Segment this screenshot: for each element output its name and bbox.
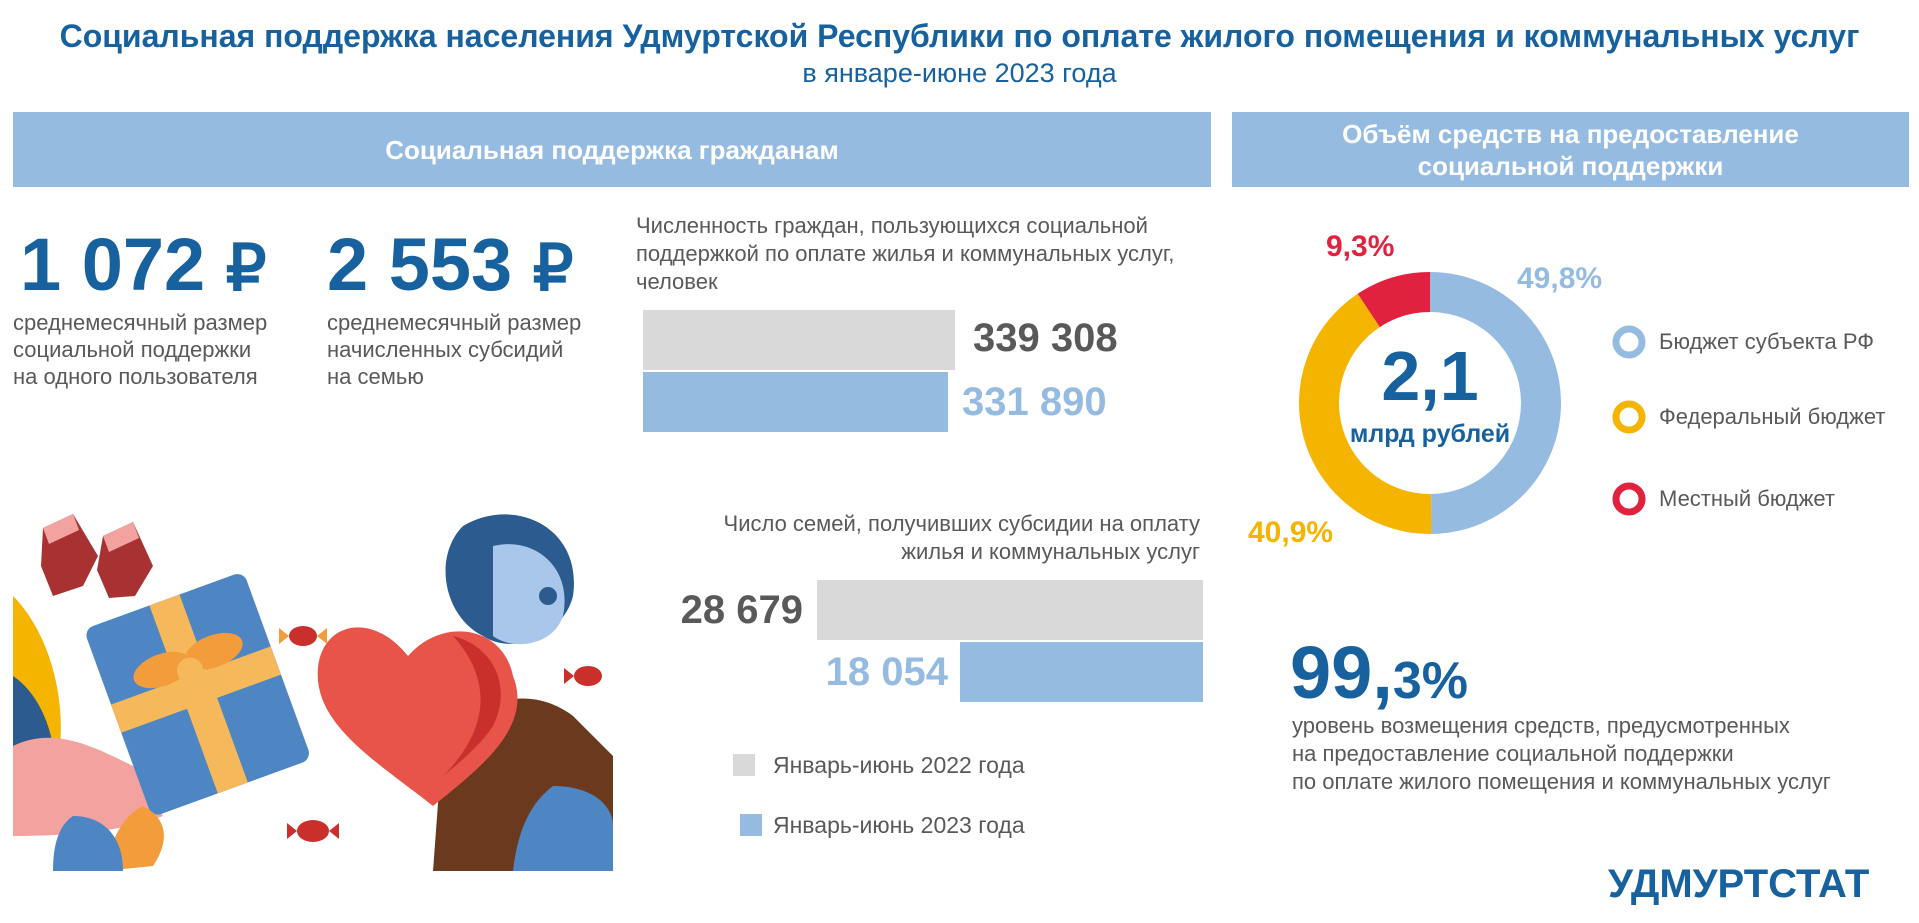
slice-label-regional: 49,8% <box>1517 262 1603 295</box>
stat-avg-support-desc: среднемесячный размер социальной поддерж… <box>13 310 268 389</box>
donut-slice-local <box>1357 272 1430 328</box>
candy-2 <box>564 666 602 686</box>
legend-label-2023: Январь-июнь 2023 года <box>773 812 1025 838</box>
reimbursement-value: 99,3% <box>1290 631 1469 714</box>
leaf-blue-left <box>53 816 123 871</box>
legend-ring-federal <box>1612 400 1646 434</box>
teapot-light <box>493 544 565 645</box>
families-chart-title: Число семей, получивших субсидии на опла… <box>723 511 1200 564</box>
stat-avg-support-value: 1 072 ₽ <box>20 222 266 307</box>
families-bar-2023 <box>960 642 1203 702</box>
funds-donut-chart <box>1299 272 1561 534</box>
teapot-dot <box>539 587 557 605</box>
legend-label-federal: Федеральный бюджет <box>1659 404 1886 429</box>
stat-avg-subsidy-value: 2 553 ₽ <box>327 222 573 307</box>
ruble-icon: ₽ <box>532 232 574 304</box>
legend-swatch-2022 <box>733 754 755 776</box>
mitten-left-cuff <box>43 514 79 544</box>
legend-ring-local <box>1612 482 1646 516</box>
hand-left <box>13 737 163 836</box>
gift-box <box>86 574 309 815</box>
candy-3 <box>287 820 339 842</box>
citizens-bar-2022 <box>643 310 955 370</box>
stat-avg-subsidy-number: 2 553 <box>327 223 513 306</box>
donut-slice-federal <box>1299 293 1432 534</box>
citizens-value-2022: 339 308 <box>973 316 1118 360</box>
gift-illustration <box>13 486 613 871</box>
donut-center-value: 2,1 <box>1381 337 1479 415</box>
page-subtitle: в январе-июне 2023 года <box>802 58 1117 88</box>
families-value-2023: 18 054 <box>825 650 948 694</box>
heart-shade <box>443 636 501 776</box>
families-value-2022: 28 679 <box>680 588 803 632</box>
citizens-chart-title: Численность граждан, пользующихся социал… <box>636 213 1175 294</box>
brand-logo: УДМУРТСТАТ <box>1608 862 1870 906</box>
section-header-funds: Объём средств на предоставление социальн… <box>1232 112 1909 187</box>
stat-avg-subsidy-desc: среднемесячный размер начисленных субсид… <box>327 310 582 389</box>
leaf-blue-right <box>513 786 613 871</box>
donut-slice-regional <box>1430 272 1561 534</box>
stat-avg-support-number: 1 072 <box>20 223 206 306</box>
legend-ring-regional <box>1612 325 1646 359</box>
families-bar-2022 <box>817 580 1203 640</box>
reimbursement-desc: уровень возмещения средств, предусмотрен… <box>1292 713 1831 794</box>
slice-label-local: 9,3% <box>1326 230 1395 263</box>
ruble-icon: ₽ <box>225 232 267 304</box>
donut-center-unit: млрд рублей <box>1349 420 1511 448</box>
legend-label-local: Местный бюджет <box>1659 486 1835 511</box>
page-title: Социальная поддержка населения Удмуртско… <box>59 18 1860 54</box>
citizens-value-2023: 331 890 <box>962 380 1107 424</box>
section-header-support-label: Социальная поддержка гражданам <box>385 134 839 165</box>
legend-label-regional: Бюджет субъекта РФ <box>1659 329 1875 354</box>
section-header-support: Социальная поддержка гражданам <box>13 112 1211 187</box>
citizens-bar-2023 <box>643 372 948 432</box>
section-header-funds-line2: социальной поддержки <box>1417 150 1724 181</box>
section-header-funds-line1: Объём средств на предоставление <box>1342 118 1799 149</box>
legend-swatch-2023 <box>740 814 762 836</box>
donut-slices <box>1299 272 1561 534</box>
heart-icon <box>317 627 518 806</box>
slice-label-federal: 40,9% <box>1248 516 1334 549</box>
candy-1 <box>279 626 327 646</box>
mitten-right-cuff <box>103 522 139 552</box>
legend-label-2022: Январь-июнь 2022 года <box>773 752 1025 778</box>
